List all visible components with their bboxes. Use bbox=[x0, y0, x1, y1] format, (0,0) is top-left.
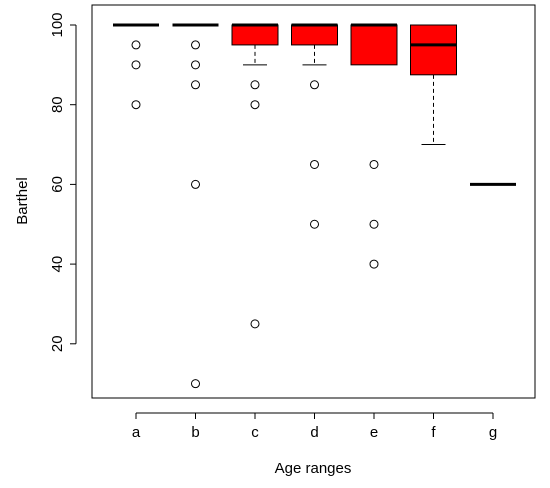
box-c bbox=[231, 23, 279, 329]
box-a bbox=[113, 23, 159, 110]
outlier-b-10 bbox=[191, 379, 200, 389]
outlier-c-80 bbox=[250, 100, 260, 110]
x-tick-label-b: b bbox=[191, 424, 199, 441]
outlier-b-95 bbox=[191, 40, 200, 50]
outlier-c-25 bbox=[250, 319, 260, 329]
outlier-b-90 bbox=[191, 60, 200, 70]
outlier-e-50 bbox=[369, 219, 379, 229]
x-tick-label-e: e bbox=[370, 424, 378, 441]
y-tick-label-80: 80 bbox=[49, 96, 66, 113]
outlier-c-85 bbox=[250, 80, 260, 90]
y-tick-label-40: 40 bbox=[49, 256, 66, 273]
outlier-a-90 bbox=[131, 60, 141, 70]
y-axis-title: Barthel bbox=[14, 177, 31, 225]
outlier-e-65 bbox=[369, 159, 379, 169]
box-body-c bbox=[231, 24, 279, 46]
box-d bbox=[291, 23, 338, 229]
outlier-d-65 bbox=[310, 159, 319, 169]
outlier-b-85 bbox=[191, 80, 200, 90]
y-tick-label-60: 60 bbox=[49, 176, 66, 193]
box-b bbox=[172, 23, 219, 389]
outlier-b-60 bbox=[191, 179, 200, 189]
box-body-d bbox=[291, 24, 338, 46]
x-tick-label-f: f bbox=[431, 424, 436, 441]
y-axis: 20 40 60 80 100 bbox=[49, 12, 77, 352]
outlier-a-95 bbox=[131, 40, 141, 50]
x-tick-label-c: c bbox=[251, 424, 259, 441]
y-tick-label-20: 20 bbox=[49, 335, 66, 352]
box-e bbox=[350, 23, 398, 269]
plot-frame bbox=[91, 4, 536, 399]
y-tick-label-100: 100 bbox=[49, 12, 66, 37]
x-axis-title: Age ranges bbox=[275, 460, 352, 477]
box-body-f bbox=[410, 24, 457, 76]
box-body-e bbox=[350, 24, 398, 66]
x-axis: a b c d e f g bbox=[132, 412, 497, 441]
box-f bbox=[410, 24, 457, 146]
x-tick-label-d: d bbox=[310, 424, 318, 441]
x-tick-label-a: a bbox=[132, 424, 141, 441]
outlier-a-80 bbox=[131, 100, 141, 110]
boxes-group bbox=[113, 23, 516, 389]
outlier-e-40 bbox=[369, 259, 379, 269]
outlier-d-85 bbox=[310, 80, 319, 90]
outlier-d-50 bbox=[310, 219, 319, 229]
x-tick-label-g: g bbox=[489, 424, 497, 441]
